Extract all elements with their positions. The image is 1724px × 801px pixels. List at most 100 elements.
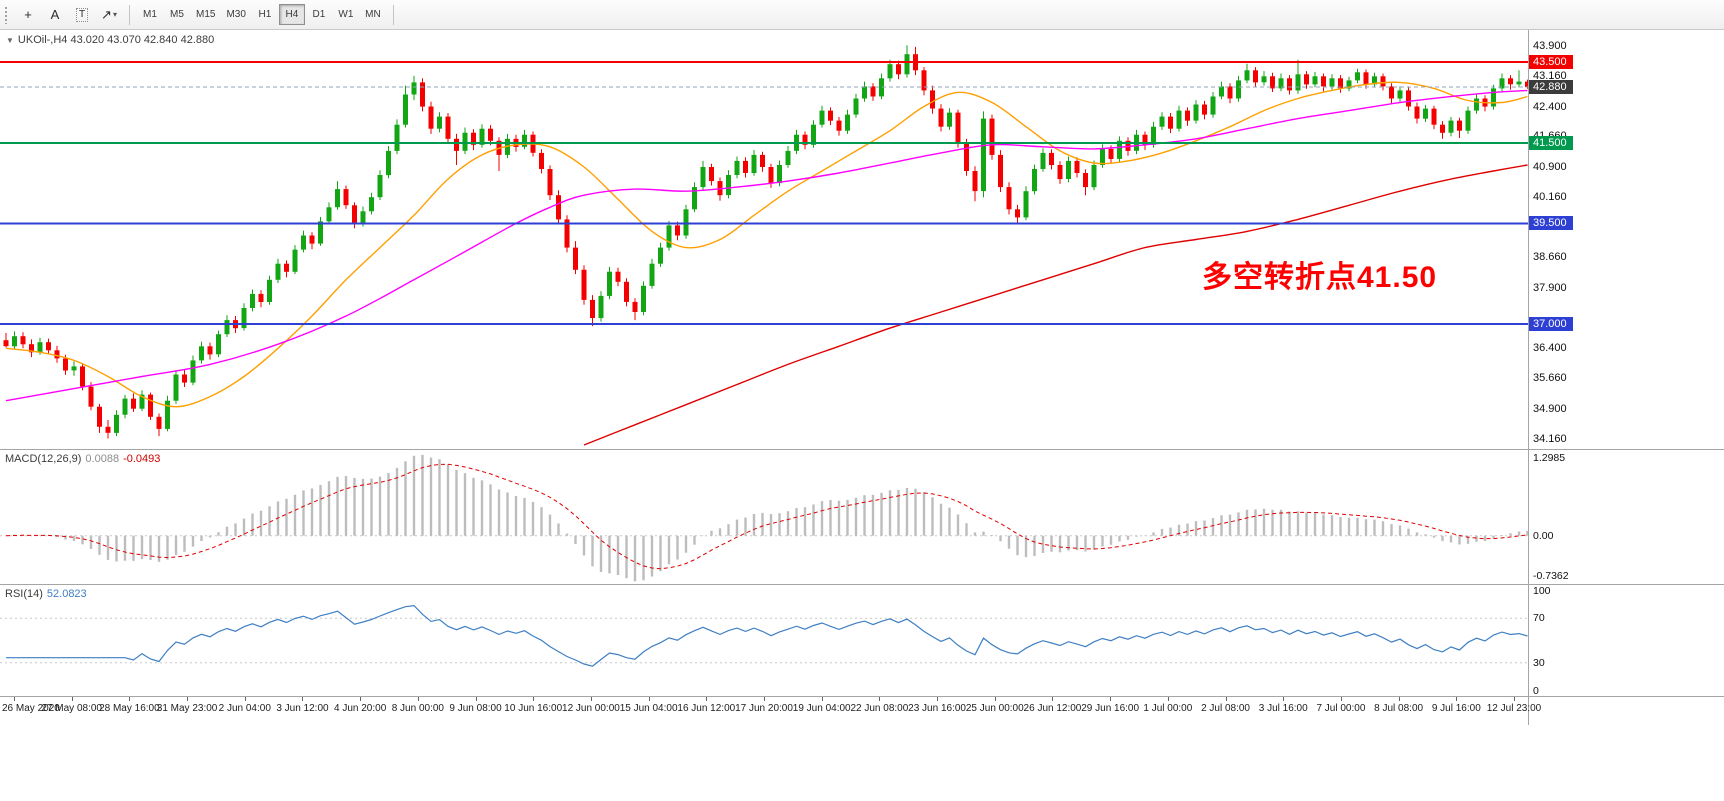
price-scale-tick: 40.900 xyxy=(1533,160,1567,173)
main-chart-canvas[interactable] xyxy=(0,30,1528,449)
crosshair-tool-button[interactable]: + xyxy=(15,4,41,26)
time-axis-tick xyxy=(475,697,477,701)
time-axis-label: 10 Jun 16:00 xyxy=(504,703,563,714)
time-axis-label: 22 Jun 08:00 xyxy=(850,703,909,714)
time-axis-label: 4 Jun 20:00 xyxy=(334,703,387,714)
price-scale-tick: 38.660 xyxy=(1533,251,1567,264)
timeframe-button-m5[interactable]: M5 xyxy=(164,4,190,25)
price-badge: 42.880 xyxy=(1529,80,1573,95)
toolbar-grip[interactable] xyxy=(4,5,9,24)
toolbar-separator xyxy=(392,4,394,25)
rsi-scale-label: 100 xyxy=(1533,585,1551,597)
time-axis-tick xyxy=(937,697,939,701)
time-axis-tick xyxy=(648,697,650,701)
time-axis-tick xyxy=(1514,697,1515,701)
time-axis-label: 19 Jun 04:00 xyxy=(792,703,851,714)
time-axis-tick xyxy=(187,697,189,701)
time-axis-label: 28 May 16:00 xyxy=(99,703,160,714)
time-axis-label: 23 Jun 16:00 xyxy=(908,703,966,714)
ma-mid-magenta xyxy=(5,89,1528,402)
price-scale-tick: 40.160 xyxy=(1533,190,1567,203)
time-axis-tick xyxy=(360,697,362,701)
macd-scale-top: 1.2985 xyxy=(1533,452,1566,464)
time-axis-label: 26 Jun 12:00 xyxy=(1023,703,1082,714)
macd-name: MACD(12,26,9) xyxy=(5,453,82,465)
rsi-indicator-canvas[interactable] xyxy=(0,585,1528,696)
time-axis-tick xyxy=(71,697,73,701)
time-axis-label: 9 Jun 08:00 xyxy=(449,703,502,714)
macd-indicator-label: MACD(12,26,9) 0.0088 -0.0493 xyxy=(5,453,164,465)
time-axis-tick xyxy=(14,697,15,701)
symbol-dropdown-icon[interactable]: ▼ xyxy=(6,36,14,45)
horizontal-level-lines xyxy=(0,61,1528,326)
time-axis-tick xyxy=(879,697,881,701)
moving-average-lines xyxy=(5,81,1528,446)
timeframe-button-d1[interactable]: D1 xyxy=(306,4,332,25)
rsi-scale-label: 70 xyxy=(1533,612,1545,625)
time-axis-label: 8 Jul 08:00 xyxy=(1374,703,1424,714)
timeframe-button-h4[interactable]: H4 xyxy=(278,4,305,25)
time-axis-tick xyxy=(706,697,708,701)
time-axis-label: 31 May 23:00 xyxy=(156,703,218,714)
timeframe-button-m30[interactable]: M30 xyxy=(221,4,250,25)
time-axis-tick xyxy=(1110,697,1112,701)
time-axis-tick xyxy=(1340,697,1342,701)
time-axis-label: 2 Jul 08:00 xyxy=(1201,703,1250,714)
text-tool-button[interactable]: T xyxy=(69,4,95,26)
macd-scale-zero: 0.00 xyxy=(1533,529,1554,542)
price-badge: 37.000 xyxy=(1529,317,1573,332)
timeframe-button-w1[interactable]: W1 xyxy=(333,4,359,25)
time-axis-tick xyxy=(1283,697,1285,701)
price-scale-tick: 36.400 xyxy=(1533,342,1567,355)
timeframe-button-m15[interactable]: M15 xyxy=(191,4,220,25)
ma-slow-red xyxy=(583,164,1528,446)
macd-signal-line xyxy=(5,463,1528,570)
chevron-down-icon: ▾ xyxy=(112,10,117,19)
macd-histogram xyxy=(13,454,1528,582)
panel-splitter xyxy=(0,696,1724,697)
time-axis-label: 1 Jul 00:00 xyxy=(1143,703,1193,714)
time-axis-tick xyxy=(1398,697,1400,701)
timeframe-button-m1[interactable]: M1 xyxy=(137,4,163,25)
ma-fast-orange xyxy=(5,81,1528,408)
chart-annotation-text: 多空转折点41.50 xyxy=(1202,261,1438,294)
time-axis-tick xyxy=(129,697,131,701)
price-scale-tick: 43.160 xyxy=(1533,69,1567,82)
timeframe-button-mn[interactable]: MN xyxy=(360,4,386,25)
time-axis-tick xyxy=(1052,697,1054,701)
time-axis-tick xyxy=(417,697,419,701)
crosshair-icon: + xyxy=(24,7,32,22)
panel-splitter[interactable] xyxy=(0,584,1724,585)
time-axis-label: 8 Jun 00:00 xyxy=(391,703,444,714)
rsi-scale-label: 30 xyxy=(1533,656,1545,669)
time-axis-label: 16 Jun 12:00 xyxy=(677,703,736,714)
panel-splitter[interactable] xyxy=(0,449,1724,450)
rsi-scale-label: 0 xyxy=(1533,685,1539,697)
toolbar: + A T ↗ ▾ M1 M5 M15 M30 H1 H4 D1 W1 MN xyxy=(0,0,1724,30)
rsi-name: RSI(14) xyxy=(5,588,43,600)
symbol-quote-text: UKOil-,H4 43.020 43.070 42.840 42.880 xyxy=(17,34,215,46)
arrow-tools-dropdown[interactable]: ↗ ▾ xyxy=(96,4,122,26)
rsi-value: 52.0823 xyxy=(46,588,87,600)
macd-value-main: 0.0088 xyxy=(85,453,120,465)
time-axis-label: 7 Jul 00:00 xyxy=(1316,703,1366,714)
price-badge: 41.500 xyxy=(1529,135,1573,150)
time-axis-label: 17 Jun 20:00 xyxy=(735,703,793,714)
time-axis-tick xyxy=(1225,697,1227,701)
timeframe-button-h1[interactable]: H1 xyxy=(252,4,278,25)
macd-indicator-canvas[interactable] xyxy=(0,450,1528,584)
rsi-indicator-label: RSI(14) 52.0823 xyxy=(5,588,91,600)
label-icon: A xyxy=(50,7,60,22)
price-badge: 39.500 xyxy=(1529,216,1573,231)
label-tool-button[interactable]: A xyxy=(42,4,68,26)
price-scale-tick: 34.160 xyxy=(1533,432,1567,445)
time-axis-label: 27 May 08:00 xyxy=(41,703,102,714)
price-badge: 43.500 xyxy=(1529,55,1573,70)
time-axis-tick xyxy=(533,697,535,701)
price-scale-tick: 35.660 xyxy=(1533,372,1567,385)
time-axis-label: 15 Jun 04:00 xyxy=(619,703,678,714)
price-scale-tick: 42.400 xyxy=(1533,100,1567,113)
time-axis-label: 3 Jul 16:00 xyxy=(1258,703,1308,714)
time-axis-label: 26 May 2020 xyxy=(2,703,60,714)
time-axis-tick xyxy=(590,697,592,701)
